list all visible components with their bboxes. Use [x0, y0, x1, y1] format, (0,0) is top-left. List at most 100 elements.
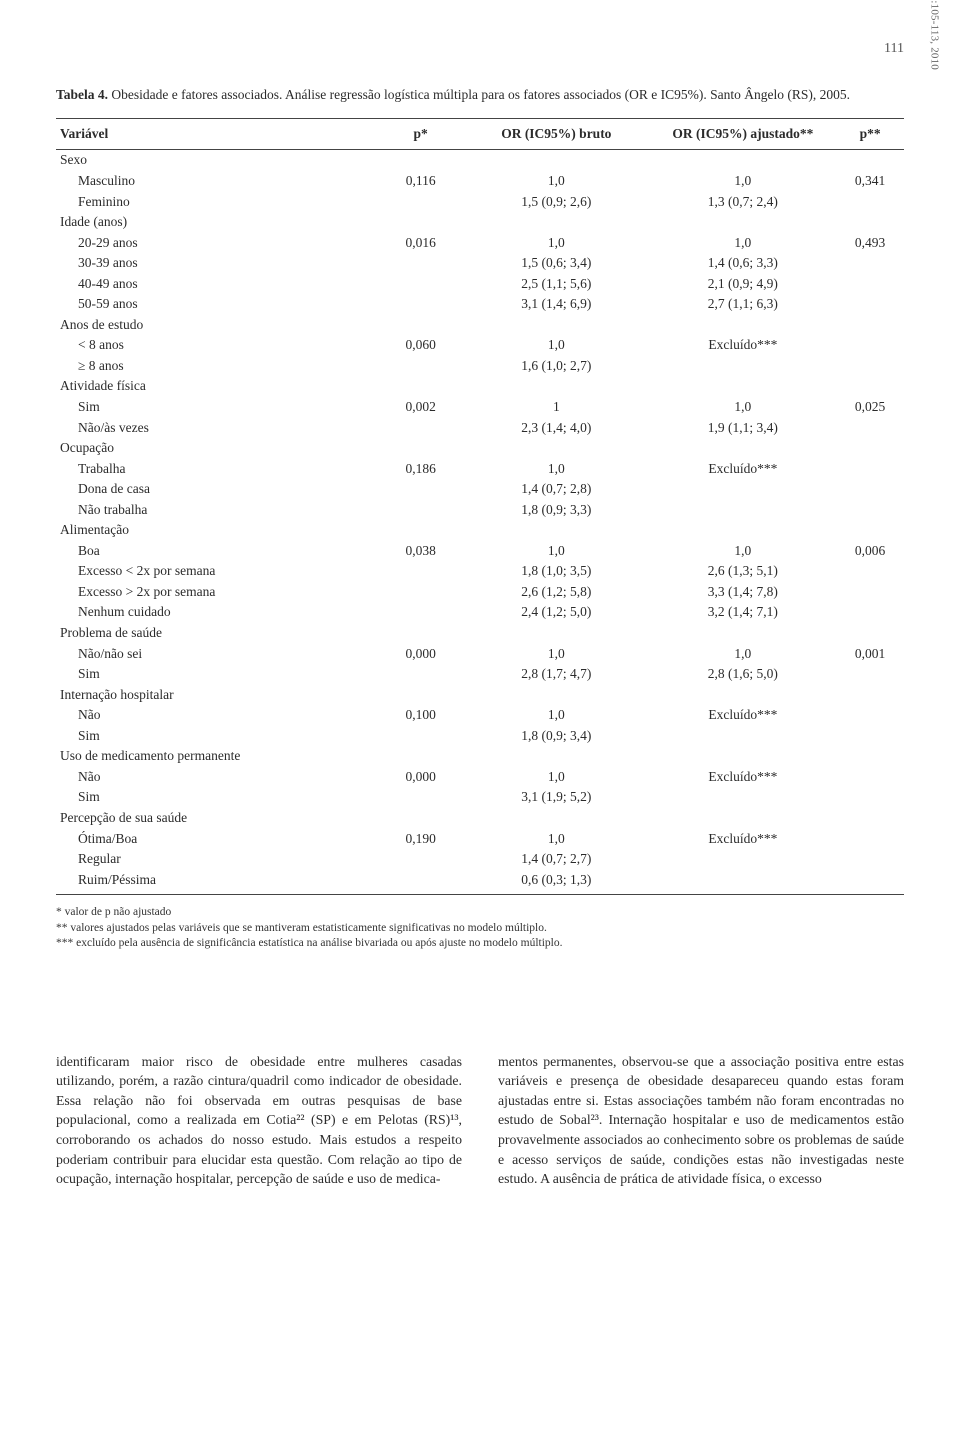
cell-or-adj — [650, 787, 837, 808]
cell-or-bruto: 1,0 — [463, 705, 650, 726]
cell-p — [378, 787, 463, 808]
cell-or-adj: Excluído*** — [650, 705, 837, 726]
cell-or-adj — [650, 849, 837, 870]
cell-or-bruto: 1,4 (0,7; 2,7) — [463, 849, 650, 870]
cell-or-bruto: 2,6 (1,2; 5,8) — [463, 581, 650, 602]
cell-label: Não/não sei — [56, 643, 378, 664]
cell-p: 0,100 — [378, 705, 463, 726]
cell-p2 — [836, 787, 904, 808]
table-row: Masculino0,1161,01,00,341 — [56, 171, 904, 192]
cell-or-adj — [650, 499, 837, 520]
cell-p — [378, 725, 463, 746]
table-row: Feminino 1,5 (0,9; 2,6)1,3 (0,7; 2,4) — [56, 191, 904, 212]
group-label: Percepção de sua saúde — [56, 807, 904, 828]
cell-p2: 0,001 — [836, 643, 904, 664]
cell-p2 — [836, 602, 904, 623]
body-col-right: mentos permanentes, observou-se que a as… — [498, 1052, 904, 1189]
table-row: Não0,1001,0Excluído*** — [56, 705, 904, 726]
cell-or-bruto: 1,0 — [463, 540, 650, 561]
group-label: Atividade física — [56, 376, 904, 397]
table-label: Tabela 4. — [56, 87, 108, 102]
cell-or-adj: 2,8 (1,6; 5,0) — [650, 664, 837, 685]
col-p: p* — [378, 119, 463, 150]
cell-p2 — [836, 273, 904, 294]
group-label: Sexo — [56, 149, 904, 170]
cell-p — [378, 479, 463, 500]
cell-or-bruto: 1,0 — [463, 171, 650, 192]
cell-p — [378, 561, 463, 582]
cell-or-bruto: 1,8 (0,9; 3,3) — [463, 499, 650, 520]
cell-or-bruto: 1,5 (0,6; 3,4) — [463, 253, 650, 274]
table-row: Não/não sei0,0001,01,00,001 — [56, 643, 904, 664]
table-group-row: Atividade física — [56, 376, 904, 397]
cell-p2: 0,341 — [836, 171, 904, 192]
table-row: Regular 1,4 (0,7; 2,7) — [56, 849, 904, 870]
cell-p2 — [836, 191, 904, 212]
table-row: 30-39 anos 1,5 (0,6; 3,4)1,4 (0,6; 3,3) — [56, 253, 904, 274]
cell-p2 — [836, 335, 904, 356]
cell-p: 0,000 — [378, 766, 463, 787]
cell-or-bruto: 1,8 (0,9; 3,4) — [463, 725, 650, 746]
cell-or-bruto: 1,0 — [463, 458, 650, 479]
table-group-row: Sexo — [56, 149, 904, 170]
cell-p2 — [836, 849, 904, 870]
table-row: Boa0,0381,01,00,006 — [56, 540, 904, 561]
table-row: 50-59 anos3,1 (1,4; 6,9)2,7 (1,1; 6,3) — [56, 294, 904, 315]
table-group-row: Problema de saúde — [56, 623, 904, 644]
group-label: Uso de medicamento permanente — [56, 746, 904, 767]
cell-p2: 0,493 — [836, 232, 904, 253]
cell-p2 — [836, 417, 904, 438]
cell-label: Não/às vezes — [56, 417, 378, 438]
table-row: Ótima/Boa0,1901,0Excluído*** — [56, 828, 904, 849]
cell-p2 — [836, 705, 904, 726]
cell-label: 40-49 anos — [56, 273, 378, 294]
table-row: 40-49 anos2,5 (1,1; 5,6)2,1 (0,9; 4,9) — [56, 273, 904, 294]
cell-label: Dona de casa — [56, 479, 378, 500]
table-group-row: Ocupação — [56, 438, 904, 459]
table-row: Não0,0001,0Excluído*** — [56, 766, 904, 787]
cell-or-adj: Excluído*** — [650, 335, 837, 356]
cell-or-adj — [650, 479, 837, 500]
cell-or-bruto: 1,5 (0,9; 2,6) — [463, 191, 650, 212]
table-group-row: Idade (anos) — [56, 212, 904, 233]
table-row: Nenhum cuidado2,4 (1,2; 5,0)3,2 (1,4; 7,… — [56, 602, 904, 623]
cell-p2 — [836, 664, 904, 685]
table-caption-text: Obesidade e fatores associados. Análise … — [111, 87, 850, 102]
table-group-row: Alimentação — [56, 520, 904, 541]
cell-p — [378, 417, 463, 438]
cell-label: Feminino — [56, 191, 378, 212]
cell-label: Masculino — [56, 171, 378, 192]
cell-or-adj: Excluído*** — [650, 766, 837, 787]
cell-p: 0,016 — [378, 232, 463, 253]
table-header-row: Variável p* OR (IC95%) bruto OR (IC95%) … — [56, 119, 904, 150]
cell-p — [378, 581, 463, 602]
cell-or-adj: 1,3 (0,7; 2,4) — [650, 191, 837, 212]
cell-or-adj: 1,4 (0,6; 3,3) — [650, 253, 837, 274]
cell-or-bruto: 2,8 (1,7; 4,7) — [463, 664, 650, 685]
table-group-row: Uso de medicamento permanente — [56, 746, 904, 767]
cell-label: ≥ 8 anos — [56, 355, 378, 376]
cell-label: Regular — [56, 849, 378, 870]
cell-label: Não — [56, 766, 378, 787]
cell-or-adj: 1,0 — [650, 171, 837, 192]
cell-label: Boa — [56, 540, 378, 561]
table-row: Sim3,1 (1,9; 5,2) — [56, 787, 904, 808]
table-row: Sim1,8 (0,9; 3,4) — [56, 725, 904, 746]
footnote-line: * valor de p não ajustado — [56, 905, 904, 921]
cell-or-adj: 2,7 (1,1; 6,3) — [650, 294, 837, 315]
table-group-row: Anos de estudo — [56, 314, 904, 335]
cell-p — [378, 273, 463, 294]
group-label: Internação hospitalar — [56, 684, 904, 705]
table-row: Sim2,8 (1,7; 4,7)2,8 (1,6; 5,0) — [56, 664, 904, 685]
cell-label: 30-39 anos — [56, 253, 378, 274]
cell-or-bruto: 1,6 (1,0; 2,7) — [463, 355, 650, 376]
cell-p — [378, 253, 463, 274]
table-row: 20-29 anos0,0161,01,00,493 — [56, 232, 904, 253]
table-row: Sim0,00211,00,025 — [56, 397, 904, 418]
cell-label: Sim — [56, 397, 378, 418]
footnote-line: ** valores ajustados pelas variáveis que… — [56, 921, 904, 937]
cell-p: 0,190 — [378, 828, 463, 849]
cell-or-adj: 3,2 (1,4; 7,1) — [650, 602, 837, 623]
cell-or-bruto: 2,5 (1,1; 5,6) — [463, 273, 650, 294]
cell-p2 — [836, 499, 904, 520]
